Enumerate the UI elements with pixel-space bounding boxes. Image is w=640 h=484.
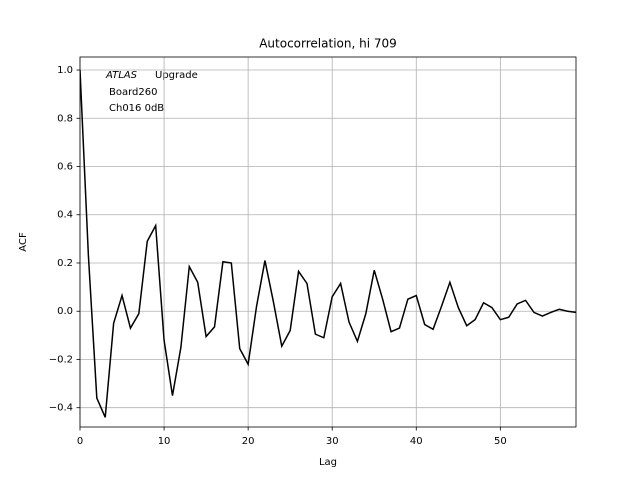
y-tick-label: −0.2: [49, 354, 73, 365]
x-tick-label: 40: [410, 436, 423, 447]
y-tick-label: 0.2: [57, 258, 73, 269]
y-tick-label: 0.4: [57, 210, 73, 221]
line-series: [80, 69, 576, 418]
x-tick-label: 0: [77, 436, 83, 447]
annotation-emphasis: ATLAS: [105, 70, 138, 81]
x-axis-label: Lag: [319, 457, 337, 468]
annotation-line: Board260: [109, 87, 157, 98]
chart-title: Autocorrelation, hi 709: [259, 37, 397, 51]
y-axis-label: ACF: [18, 232, 29, 252]
y-tick-label: 0.0: [57, 306, 73, 317]
annotation-line: Upgrade: [155, 70, 198, 81]
x-tick-label: 50: [494, 436, 507, 447]
y-tick-label: 1.0: [57, 65, 73, 76]
annotation: ATLAS Upgrade Board260 Ch016 0dB: [105, 70, 198, 114]
y-tick-label: 0.8: [57, 113, 73, 124]
y-tick-label: 0.6: [57, 162, 73, 173]
x-tick-label: 10: [158, 436, 171, 447]
x-tick-label: 20: [242, 436, 255, 447]
annotation-line: Ch016 0dB: [109, 103, 164, 114]
y-tick-label: −0.4: [49, 403, 73, 414]
plot-frame: [79, 56, 577, 428]
x-tick-label: 30: [326, 436, 339, 447]
